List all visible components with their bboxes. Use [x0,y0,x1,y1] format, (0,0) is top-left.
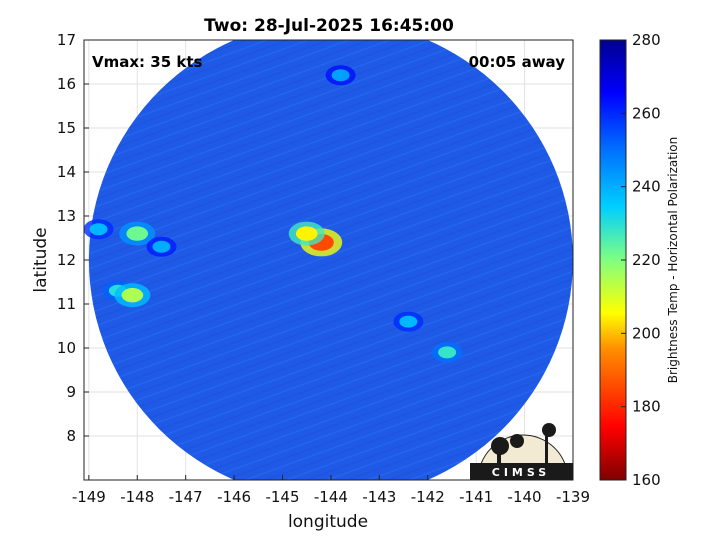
logo-dish-icon [491,437,509,455]
logo-dish2-icon [510,434,524,448]
x-tick-label: -148 [120,488,154,506]
colorbar-tick-label: 220 [632,251,661,269]
feature-cell [126,226,149,241]
y-tick-label: 10 [57,339,76,357]
x-tick-label: -139 [556,488,590,506]
x-tick-label: -140 [508,488,542,506]
vmax-annotation: Vmax: 35 kts [92,53,202,71]
y-tick-label: 17 [57,31,76,49]
logo-tower-tank [542,423,556,437]
time-away-annotation: 00:05 away [469,53,566,71]
y-tick-label: 8 [66,427,76,445]
y-tick-label: 11 [57,295,76,313]
y-axis-label: latitude [31,227,51,292]
feature-cell [89,223,108,236]
x-tick-label: -141 [459,488,493,506]
x-tick-label: -145 [265,488,299,506]
feature-cell [438,346,457,359]
colorbar-tick-label: 260 [632,104,661,122]
colorbar-ticks: 160 180 200 220 240 260 280 [621,31,661,489]
x-tick-label: -149 [72,488,106,506]
x-tick-label: -147 [169,488,203,506]
cimss-logo: CIMSS [470,423,573,481]
y-tick-label: 9 [66,383,76,401]
x-tick-label: -144 [314,488,348,506]
y-tick-label: 15 [57,119,76,137]
logo-tower-icon [545,436,548,463]
y-tick-label: 16 [57,75,76,93]
colorbar-tick-label: 200 [632,324,661,342]
colorbar: 160 180 200 220 240 260 280 Brightness Temp - … [599,31,680,489]
colorbar-tick-label: 180 [632,398,661,416]
feature-cell [295,226,318,241]
chart-title: Two: 28-Jul-2025 16:45:00 [204,16,454,36]
colorbar-tick-label: 240 [632,178,661,196]
feature-cell [121,288,144,303]
y-tick-label: 13 [57,207,76,225]
y-ticks: 8 9 10 11 12 13 14 15 16 17 [57,31,89,445]
x-axis-label: longitude [288,512,368,532]
logo-dish-stand [497,452,501,463]
colorbar-tick-label: 160 [632,471,661,489]
x-tick-label: -146 [217,488,251,506]
colorbar-tick-label: 280 [632,31,661,49]
feature-layer [84,65,463,363]
y-tick-label: 14 [57,163,76,181]
y-tick-label: 12 [57,251,76,269]
feature-cell [399,315,418,328]
plot-area: -149 -148 -147 -146 -145 -144 -143 -142 -141 -140… [57,31,590,506]
feature-cell [152,240,171,253]
logo-band [470,463,573,480]
colorbar-label: Brightness Temp - Horizontal Polarizatio… [666,137,680,384]
x-tick-label: -142 [411,488,445,506]
swath-texture [88,40,573,480]
logo-text: CIMSS [492,466,550,479]
feature-cell [331,69,350,82]
x-ticks: -149 -148 -147 -146 -145 -144 -143 -142 -141 -140… [72,475,590,506]
x-tick-label: -143 [362,488,396,506]
